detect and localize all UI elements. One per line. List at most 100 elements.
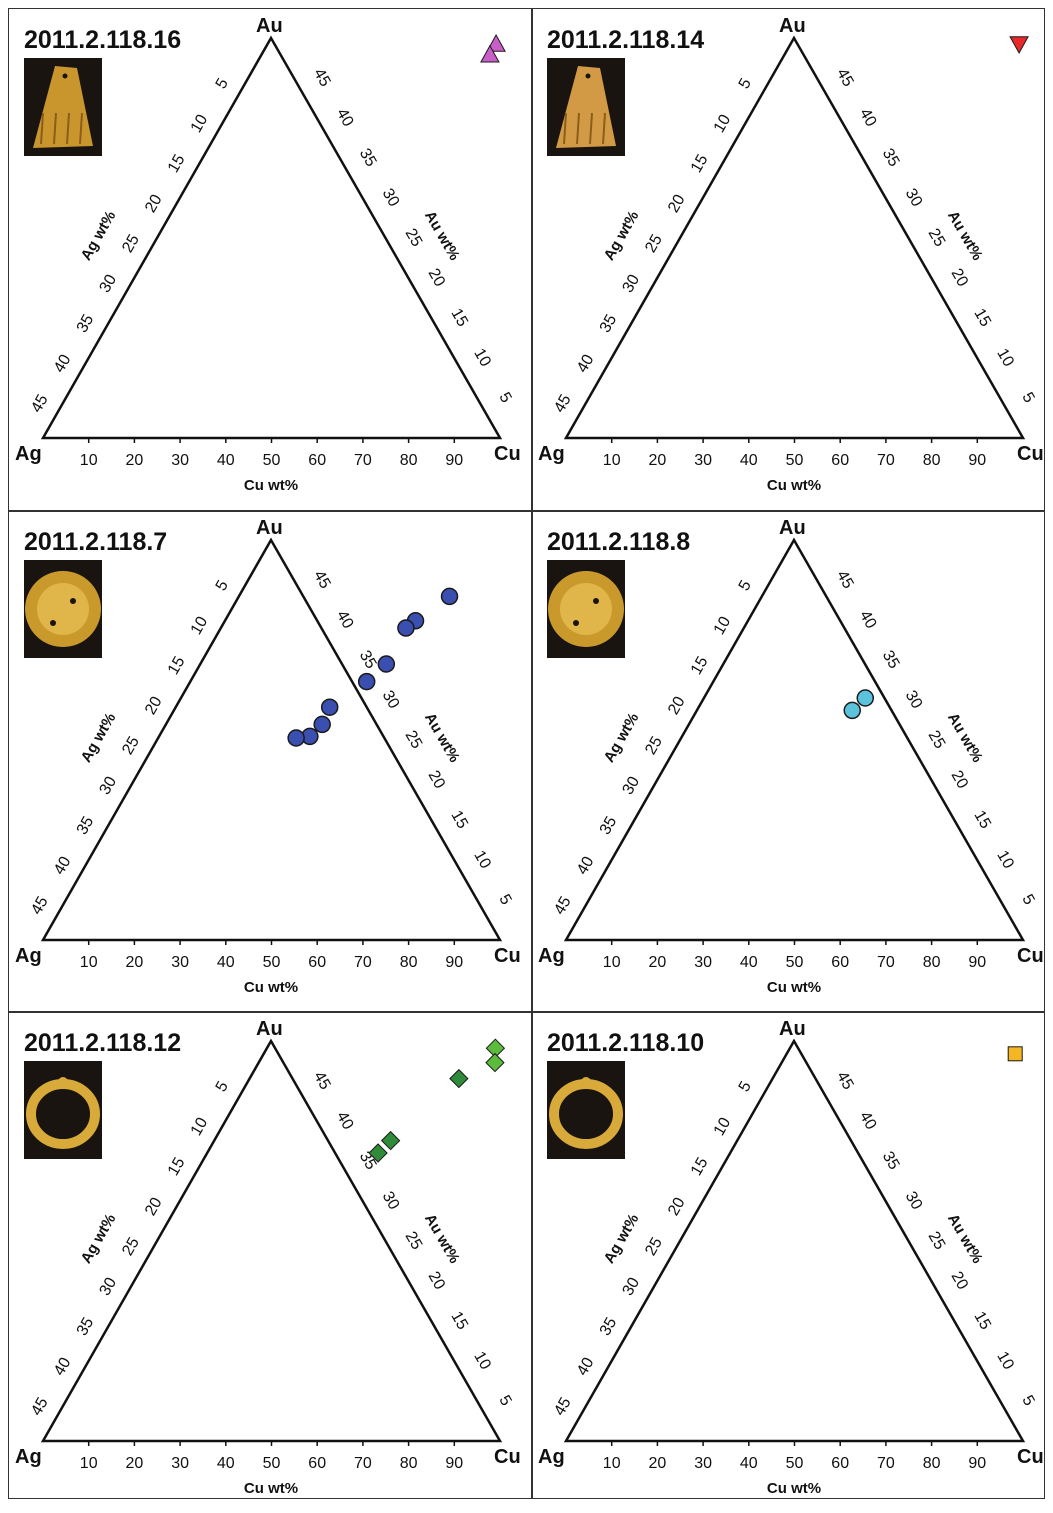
tick-label-bottom: 70 [877,954,895,971]
tick-label-bottom: 10 [80,1455,98,1472]
tick-label-bottom: 70 [877,1455,895,1472]
tick-label-bottom: 70 [354,1455,372,1472]
tick-label-right: 45 [833,568,857,592]
ternary-panel: 2011.2.118.8 Au Ag Cu 10 20 30 40 50 60 70 80 90 5 10 1… [531,510,1053,1012]
tick-label-left: 25 [642,232,666,256]
tick-label-right: 25 [402,226,426,250]
tick-label-bottom: 50 [786,452,804,469]
tick-label-bottom: 90 [968,1455,986,1472]
tick-label-bottom: 60 [308,954,326,971]
data-point [320,698,339,716]
tick-label-right: 30 [902,186,926,210]
tick-label-right: 25 [925,226,949,250]
tick-label-left: 35 [74,1315,98,1339]
panel-title: 2011.2.118.10 [547,1029,705,1057]
tick-label-bottom: 30 [171,954,189,971]
corner-label-au: Au [256,1018,283,1040]
tick-label-bottom: 70 [877,452,895,469]
tick-label-right: 15 [447,306,471,330]
data-point [287,729,305,747]
axis-title-ag: Ag wt% [601,710,643,765]
ternary-plot: Au Ag Cu 10 20 30 40 50 60 70 80 90 5 10 15 20 25 30 35 40 4… [15,517,521,996]
gold-plaque-photo [547,58,625,156]
axis-title-ag: Ag wt% [78,1211,120,1266]
tick-label-right: 25 [402,1229,426,1253]
tick-label-left: 5 [213,578,232,594]
ternary-plot: Au Ag Cu 10 20 30 40 50 60 70 80 90 5 10 15 20 25 30 35 40 4… [15,15,521,494]
tick-label-right: 20 [424,1269,448,1293]
tick-label-bottom: 10 [80,954,98,971]
tick-label-right: 25 [402,728,426,752]
tick-label-left: 20 [665,192,689,216]
figure-frame [8,8,1045,1499]
tick-label-right: 30 [379,1189,403,1213]
tick-label-left: 20 [142,1195,166,1219]
tick-label-right: 35 [879,146,903,170]
data-point [313,715,331,734]
axis-title-au: Au wt% [421,710,463,765]
ternary-frame [40,35,503,440]
corner-label-ag: Ag [538,443,565,465]
corner-label-au: Au [779,517,806,539]
axis-title-au: Au wt% [421,208,463,263]
tick-label-bottom: 90 [968,452,986,469]
gold-ring-photo [547,1061,625,1159]
tick-label-right: 45 [310,66,334,90]
tick-label-left: 20 [665,694,689,718]
tick-label-bottom: 10 [80,452,98,469]
tick-label-left: 40 [574,854,598,878]
data-point [843,701,862,720]
tick-label-right: 5 [1018,1393,1037,1409]
axis-title-au: Au wt% [421,1211,463,1266]
tick-label-left: 5 [736,578,755,594]
tick-label-bottom: 70 [354,954,372,971]
tick-label-right: 20 [947,768,971,792]
ternary-plot: Au Ag Cu 10 20 30 40 50 60 70 80 90 5 10 15 20 25 30 35 40 4… [538,1018,1044,1497]
tick-label-bottom: 50 [263,954,281,971]
axis-title-ag: Ag wt% [78,208,120,263]
tick-label-bottom: 60 [831,452,849,469]
axis-title-ag: Ag wt% [601,1211,643,1266]
tick-label-right: 35 [879,648,903,672]
ternary-frame [40,1038,503,1443]
data-point [486,33,506,52]
panel-title: 2011.2.118.12 [24,1029,182,1057]
data-point [380,1130,401,1151]
tick-label-right: 40 [333,1109,357,1133]
tick-label-left: 5 [213,76,232,92]
axis-title-cu: Cu wt% [767,477,821,494]
tick-label-right: 20 [424,266,448,290]
tick-label-right: 30 [379,186,403,210]
row-divider [8,510,1045,512]
tick-label-bottom: 30 [694,1455,712,1472]
tick-label-right: 45 [833,1069,857,1093]
ternary-panel: 2011.2.118.12 Au Ag Cu 10 20 30 40 50 60 70 80 90 5 10… [8,1011,530,1513]
tick-label-left: 15 [165,152,189,176]
tick-label-bottom: 80 [923,954,941,971]
data-point [368,1143,388,1163]
data-point [377,655,396,673]
tick-label-right: 5 [495,1393,514,1409]
tick-label-right: 30 [902,1189,926,1213]
tick-label-left: 10 [188,1115,212,1139]
tick-label-bottom: 30 [694,452,712,469]
tick-label-left: 35 [597,814,621,838]
tick-label-bottom: 50 [263,1455,281,1472]
tick-label-right: 35 [356,146,380,170]
tick-label-left: 15 [165,654,189,678]
data-point [480,44,500,63]
panel-title: 2011.2.118.16 [24,26,182,54]
tick-label-bottom: 60 [308,1455,326,1472]
axis-title-cu: Cu wt% [244,477,298,494]
tick-label-bottom: 40 [740,1455,758,1472]
corner-label-cu: Cu [1017,945,1044,967]
tick-label-bottom: 30 [171,452,189,469]
tick-label-left: 25 [119,734,143,758]
tick-label-left: 20 [142,192,166,216]
tick-label-bottom: 20 [126,452,144,469]
corner-label-cu: Cu [1017,1446,1044,1468]
tick-label-left: 35 [597,312,621,336]
tick-label-left: 25 [119,232,143,256]
tick-label-left: 35 [74,814,98,838]
gold-disc-photo [547,560,625,658]
